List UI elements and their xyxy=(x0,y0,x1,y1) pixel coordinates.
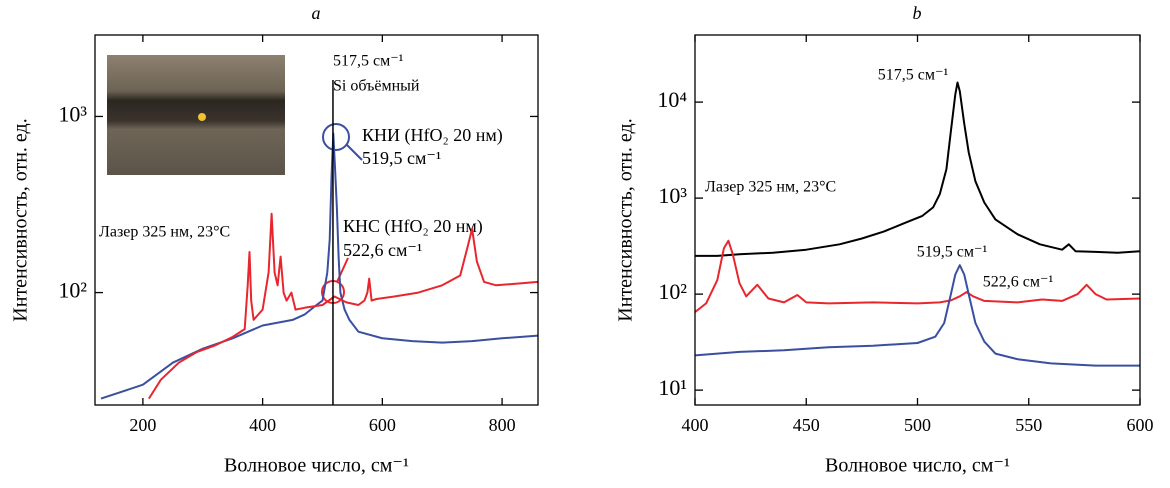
y-tick-label: 10⁴ xyxy=(657,87,687,112)
series-label: КНС (HfO₂ 20 нм) xyxy=(343,216,483,237)
inset-photo xyxy=(107,55,285,175)
spectrum-line xyxy=(695,81,1140,257)
y-axis-label: Интенсивность, отн. ед. xyxy=(615,118,637,321)
x-tick-label: 550 xyxy=(1015,415,1042,435)
annotation: 522,6 см⁻¹ xyxy=(343,240,422,260)
annotation: 522,6 см⁻¹ xyxy=(983,274,1054,291)
y-tick-label: 10³ xyxy=(658,183,687,208)
x-tick-label: 600 xyxy=(369,415,396,435)
x-axis-label: Волновое число, см⁻¹ xyxy=(825,455,1010,477)
x-axis-label: Волновое число, см⁻¹ xyxy=(224,455,409,477)
x-tick-label: 450 xyxy=(793,415,820,435)
y-tick-label: 10² xyxy=(58,278,87,303)
spectrum-line xyxy=(148,212,538,400)
plot-frame xyxy=(694,34,1141,406)
annotation: Лазер 325 нм, 23°C xyxy=(705,179,836,196)
annotation: 517,5 см⁻¹ xyxy=(333,53,404,70)
annotation: 519,5 см⁻¹ xyxy=(362,148,441,168)
plot-area xyxy=(695,81,1140,367)
annotation: Si объёмный xyxy=(333,78,420,95)
series-label: КНИ (HfO₂ 20 нм) xyxy=(362,125,503,146)
plot-frame xyxy=(94,34,539,406)
annotation: 519,5 см⁻¹ xyxy=(917,244,988,261)
x-tick-label: 200 xyxy=(129,415,156,435)
x-tick-label: 400 xyxy=(249,415,276,435)
spectrum-line xyxy=(695,239,1140,313)
y-tick-label: 10² xyxy=(658,279,687,304)
x-tick-label: 400 xyxy=(682,415,709,435)
panel-title: b xyxy=(913,3,922,23)
x-tick-label: 500 xyxy=(904,415,931,435)
x-tick-label: 600 xyxy=(1127,415,1154,435)
y-tick-label: 10¹ xyxy=(658,375,687,400)
y-axis-label: Интенсивность, отн. ед. xyxy=(10,118,32,321)
x-tick-label: 800 xyxy=(489,415,516,435)
spectrum-line xyxy=(695,264,1140,367)
peak-markers xyxy=(321,123,363,304)
y-tick-label: 10³ xyxy=(58,101,87,126)
annotation: 517,5 см⁻¹ xyxy=(878,67,949,84)
annotation: Лазер 325 нм, 23°C xyxy=(99,224,230,241)
panel-title: a xyxy=(312,3,321,23)
